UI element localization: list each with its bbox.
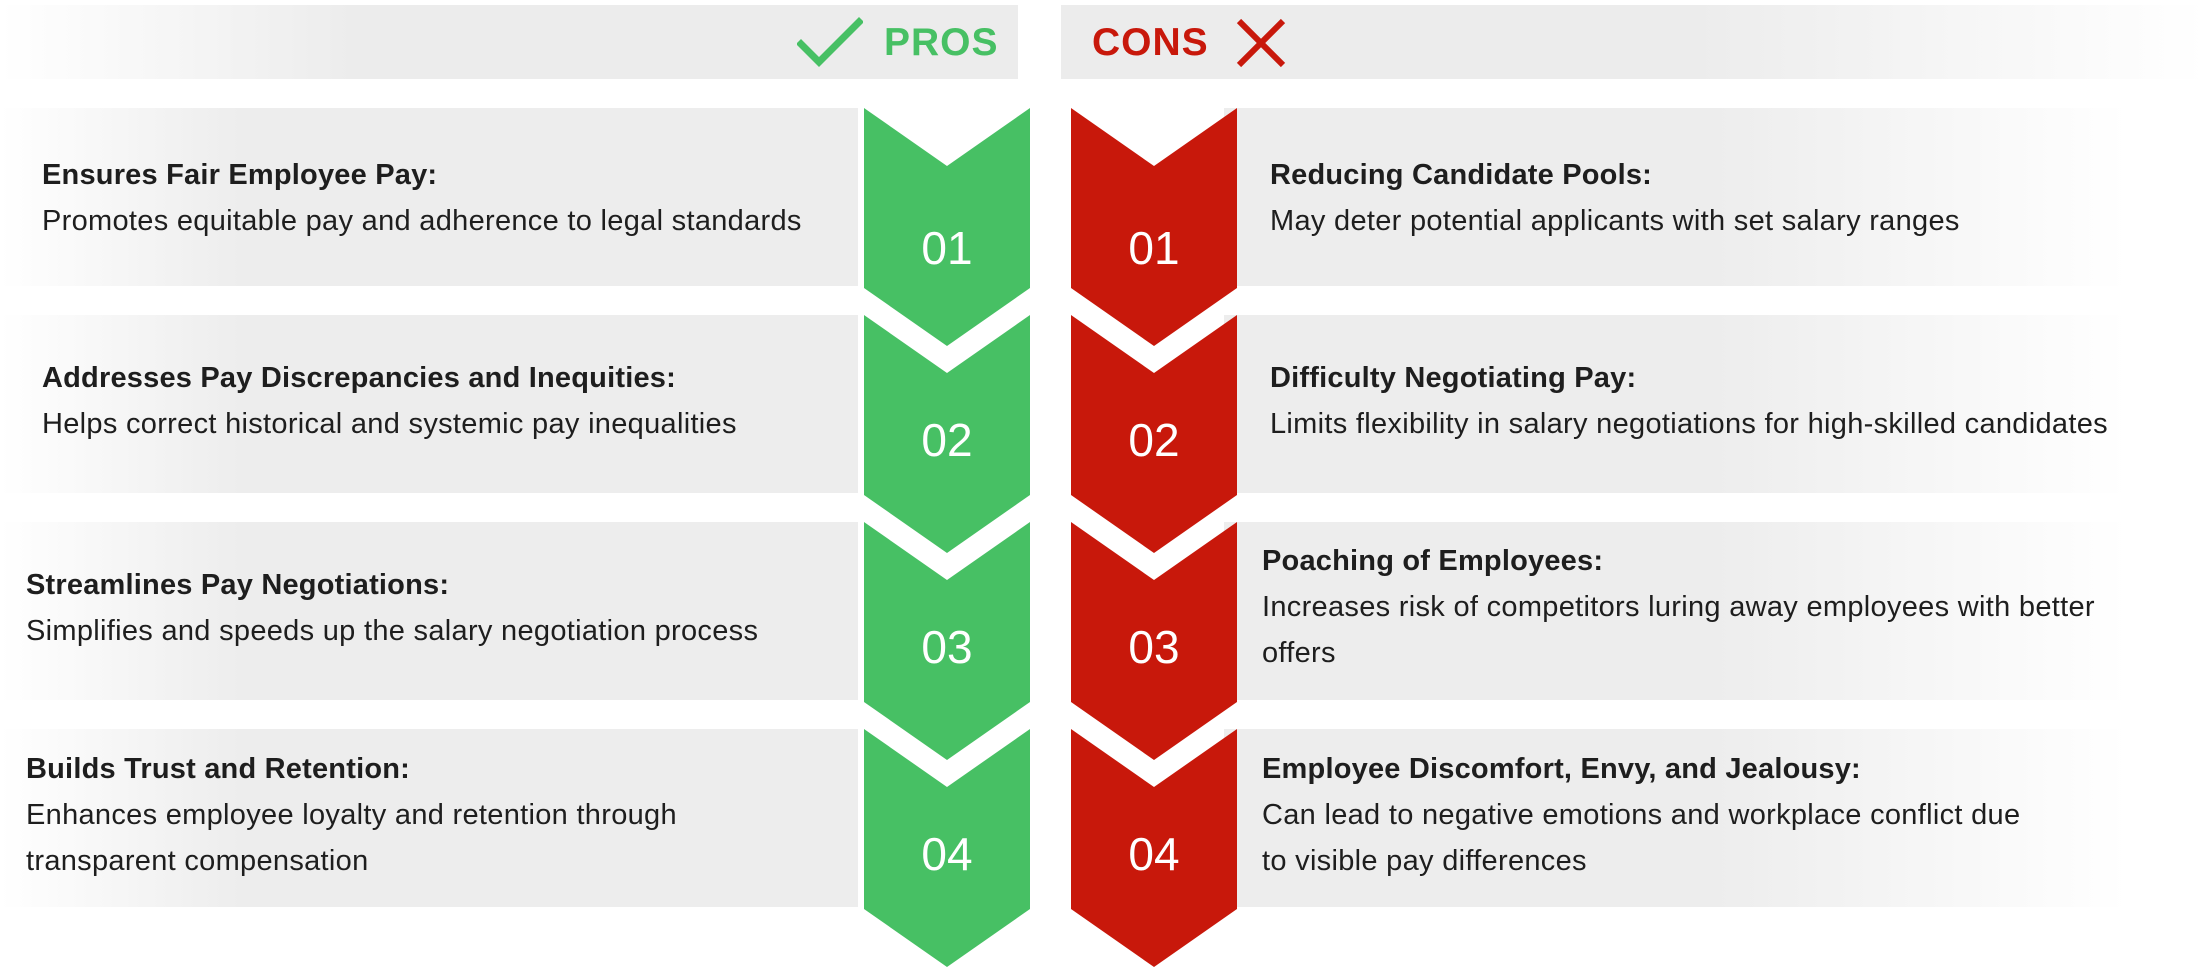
pros-chevron-1 bbox=[864, 108, 1030, 346]
cons-item-desc: Limits flexibility in salary negotiation… bbox=[1270, 408, 2108, 440]
pros-band-3 bbox=[0, 522, 858, 700]
cons-band-2 bbox=[1224, 315, 2206, 493]
cons-item-desc: Increases risk of competitors luring awa… bbox=[1262, 591, 2095, 623]
pros-number-2: 02 bbox=[921, 414, 973, 466]
pros-item-desc: Enhances employee loyalty and retention … bbox=[26, 799, 677, 831]
cons-item-title: Reducing Candidate Pools: bbox=[1270, 159, 1653, 191]
cons-number-4: 04 bbox=[1128, 828, 1180, 880]
cons-item-3: Poaching of Employees: Increases risk of… bbox=[1262, 538, 2095, 676]
pros-chevron-2 bbox=[864, 315, 1030, 553]
pros-item-4: Builds Trust and Retention: Enhances emp… bbox=[26, 746, 677, 884]
cons-item-1: Reducing Candidate Pools: May deter pote… bbox=[1270, 152, 1960, 244]
pros-item-title: Ensures Fair Employee Pay: bbox=[42, 159, 438, 191]
cons-chevron-4 bbox=[1071, 729, 1237, 967]
cons-number-1: 01 bbox=[1128, 222, 1180, 274]
cons-title: CONS bbox=[1092, 21, 1209, 64]
x-icon bbox=[1236, 18, 1286, 68]
pros-band-1 bbox=[0, 108, 858, 286]
pros-band-4 bbox=[0, 729, 858, 907]
pros-band-2 bbox=[0, 315, 858, 493]
cons-item-desc-continued: offers bbox=[1262, 637, 1336, 669]
pros-item-desc-continued: transparent compensation bbox=[26, 845, 369, 877]
cons-item-title: Poaching of Employees: bbox=[1262, 545, 1604, 577]
pros-chevron-4 bbox=[864, 729, 1030, 967]
pros-chevron-3 bbox=[864, 522, 1030, 760]
pros-item-title: Streamlines Pay Negotiations: bbox=[26, 569, 450, 601]
cons-chevron-2 bbox=[1071, 315, 1237, 553]
pros-item-title: Builds Trust and Retention: bbox=[26, 753, 411, 785]
pros-number-4: 04 bbox=[921, 828, 973, 880]
pros-number-1: 01 bbox=[921, 222, 973, 274]
cons-chevron-3 bbox=[1071, 522, 1237, 760]
pros-number-3: 03 bbox=[921, 621, 973, 673]
pros-item-3: Streamlines Pay Negotiations: Simplifies… bbox=[26, 562, 758, 654]
cons-band-4 bbox=[1224, 729, 2206, 907]
pros-item-2: Addresses Pay Discrepancies and Inequiti… bbox=[42, 355, 737, 447]
pros-item-desc: Simplifies and speeds up the salary nego… bbox=[26, 615, 759, 647]
cons-number-3: 03 bbox=[1128, 621, 1180, 673]
cons-item-2: Difficulty Negotiating Pay: Limits flexi… bbox=[1270, 355, 2108, 447]
cons-item-4: Employee Discomfort, Envy, and Jealousy:… bbox=[1262, 746, 2020, 884]
cons-header: CONS bbox=[1061, 5, 2206, 79]
cons-item-title: Difficulty Negotiating Pay: bbox=[1270, 362, 1637, 394]
cons-item-desc: May deter potential applicants with set … bbox=[1270, 205, 1960, 237]
pros-item-desc: Helps correct historical and systemic pa… bbox=[42, 408, 737, 440]
pros-item-1: Ensures Fair Employee Pay: Promotes equi… bbox=[42, 152, 802, 244]
check-icon bbox=[797, 17, 863, 67]
cons-chevron-1 bbox=[1071, 108, 1237, 346]
cons-number-2: 02 bbox=[1128, 414, 1180, 466]
pros-header: PROS bbox=[0, 5, 1018, 79]
pros-item-title: Addresses Pay Discrepancies and Inequiti… bbox=[42, 362, 676, 394]
pros-title: PROS bbox=[884, 21, 999, 64]
pros-item-desc: Promotes equitable pay and adherence to … bbox=[42, 205, 802, 237]
cons-item-desc: Can lead to negative emotions and workpl… bbox=[1262, 799, 2021, 831]
cons-item-desc-continued: to visible pay differences bbox=[1262, 845, 1587, 877]
cons-band-3 bbox=[1224, 522, 2206, 700]
cons-item-title: Employee Discomfort, Envy, and Jealousy: bbox=[1262, 753, 1861, 785]
cons-band-1 bbox=[1224, 108, 2206, 286]
